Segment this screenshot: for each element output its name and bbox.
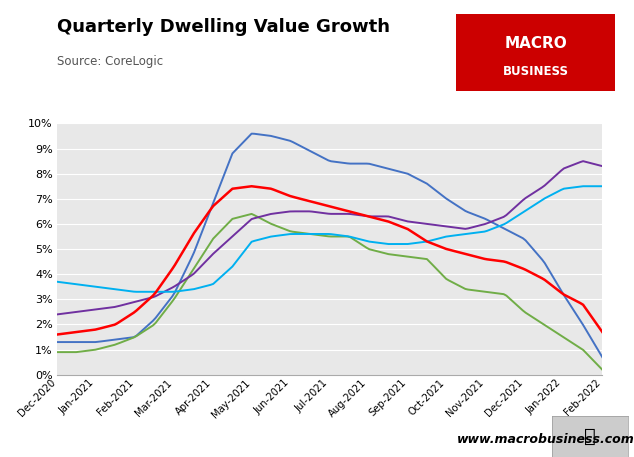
Line: Adelaide: Adelaide bbox=[57, 186, 602, 292]
Brisbane bbox=[598, 163, 606, 169]
Melbourne bbox=[75, 349, 83, 355]
Sydney bbox=[598, 355, 606, 360]
Sydney bbox=[198, 228, 206, 234]
Melbourne bbox=[555, 331, 562, 337]
Brisbane bbox=[579, 159, 587, 164]
5-City Aggregate bbox=[574, 299, 581, 304]
Sydney bbox=[248, 131, 256, 136]
Text: www.macrobusiness.com.au: www.macrobusiness.com.au bbox=[456, 433, 634, 446]
Brisbane bbox=[552, 173, 560, 178]
Adelaide bbox=[574, 184, 581, 190]
Adelaide bbox=[157, 289, 165, 295]
Brisbane bbox=[571, 161, 579, 167]
Sydney bbox=[53, 339, 61, 345]
Melbourne bbox=[598, 367, 606, 372]
Adelaide bbox=[201, 283, 209, 289]
5-City Aggregate bbox=[248, 184, 256, 189]
Adelaide bbox=[133, 289, 140, 295]
Sydney bbox=[555, 283, 562, 289]
Brisbane bbox=[86, 308, 94, 313]
Adelaide bbox=[579, 183, 587, 189]
Brisbane bbox=[198, 262, 206, 268]
Text: 🐺: 🐺 bbox=[584, 427, 595, 446]
Melbourne bbox=[53, 350, 61, 355]
Melbourne bbox=[155, 317, 162, 322]
Adelaide bbox=[555, 189, 562, 194]
Text: Quarterly Dwelling Value Growth: Quarterly Dwelling Value Growth bbox=[57, 18, 390, 36]
Text: MACRO: MACRO bbox=[505, 36, 567, 51]
Melbourne bbox=[574, 344, 581, 349]
Brisbane bbox=[53, 312, 61, 317]
5-City Aggregate bbox=[555, 288, 562, 293]
5-City Aggregate bbox=[598, 329, 606, 335]
5-City Aggregate bbox=[155, 286, 162, 292]
Brisbane bbox=[75, 309, 83, 314]
Line: 5-City Aggregate: 5-City Aggregate bbox=[57, 186, 602, 335]
5-City Aggregate bbox=[53, 332, 61, 337]
Adelaide bbox=[53, 279, 61, 284]
Sydney bbox=[86, 339, 94, 345]
Melbourne bbox=[248, 211, 256, 217]
Line: Sydney: Sydney bbox=[57, 133, 602, 357]
Melbourne bbox=[198, 253, 206, 258]
Adelaide bbox=[86, 283, 94, 289]
5-City Aggregate bbox=[75, 329, 83, 335]
Text: Source: CoreLogic: Source: CoreLogic bbox=[57, 55, 163, 68]
Line: Brisbane: Brisbane bbox=[57, 161, 602, 314]
Line: Melbourne: Melbourne bbox=[57, 214, 602, 370]
Sydney bbox=[574, 314, 581, 319]
5-City Aggregate bbox=[86, 328, 94, 333]
Melbourne bbox=[86, 348, 94, 353]
Brisbane bbox=[155, 292, 162, 298]
Sydney bbox=[155, 312, 162, 317]
5-City Aggregate bbox=[198, 218, 206, 224]
Adelaide bbox=[598, 183, 606, 189]
Sydney bbox=[75, 339, 83, 345]
Text: BUSINESS: BUSINESS bbox=[503, 65, 569, 79]
Adelaide bbox=[75, 282, 83, 287]
